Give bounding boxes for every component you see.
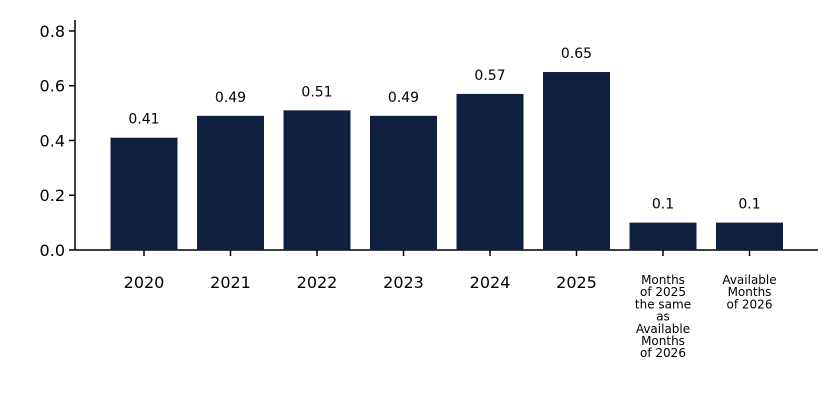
x-category-label: 2022 [297,273,338,292]
data-labels: 0.41 0.49 0.51 0.49 0.57 0.65 0.1 0.1 [128,46,760,213]
bar [370,115,437,250]
x-category-label: Months [641,334,685,348]
bar [543,72,610,251]
x-category-label: the same [635,297,691,311]
x-category-label: Months [728,285,772,299]
y-tick-label: 0.6 [40,77,65,96]
x-category-label: Available [722,273,776,287]
data-label: 0.41 [128,112,159,128]
bars [110,72,783,251]
y-tick-label: 0.2 [40,186,65,205]
data-label: 0.1 [738,197,760,213]
x-category-label: of 2025 [640,285,686,299]
x-category-label: 2025 [556,273,597,292]
data-label: 0.1 [652,197,674,213]
bar [110,137,178,250]
data-label: 0.57 [474,68,505,84]
x-category-label: Months [641,273,685,287]
y-tick-label: 0.8 [40,22,65,41]
y-tick-label: 0.0 [40,241,65,260]
data-label: 0.49 [388,90,419,106]
y-axis: 0.0 0.2 0.4 0.6 0.8 [40,20,76,260]
bar [456,93,524,250]
bar [197,115,264,250]
x-category-label: Available [636,322,690,336]
data-label: 0.65 [561,46,592,62]
x-category-label: of 2026 [727,297,773,311]
bar [629,222,697,250]
data-label: 0.49 [215,90,246,106]
data-label: 0.51 [301,84,332,100]
x-category-label: 2020 [124,273,165,292]
x-category-label: 2023 [383,273,424,292]
x-category-label: 2024 [470,273,511,292]
x-category-label: 2021 [210,273,251,292]
y-tick-label: 0.4 [40,131,65,150]
x-category-label: of 2026 [640,346,686,360]
x-category-label: as [656,310,670,324]
bar [716,222,783,250]
bar [283,110,351,250]
